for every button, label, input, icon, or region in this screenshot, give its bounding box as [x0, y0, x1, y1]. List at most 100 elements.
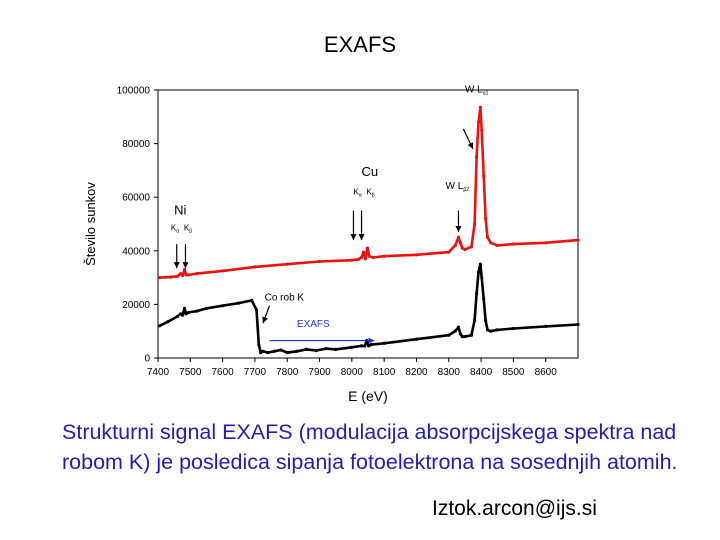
series-2-point — [382, 341, 386, 345]
series-1-point — [544, 241, 548, 245]
x-tick-label: 7800 — [276, 367, 299, 378]
x-tick-label: 8300 — [438, 367, 461, 378]
series-2-point — [166, 320, 170, 324]
annotation-arrow — [262, 305, 271, 324]
series-2-point — [469, 333, 473, 337]
series-2-point — [484, 318, 488, 323]
series-2-point — [482, 297, 486, 301]
series-1-point — [181, 273, 185, 278]
series-2-point — [305, 347, 309, 351]
series-2-point — [221, 304, 225, 308]
series-2-point — [266, 351, 270, 355]
x-tick-label: 8400 — [470, 367, 493, 378]
series-1-point — [453, 243, 457, 247]
series-2-point — [279, 348, 283, 352]
series-1-point — [480, 128, 484, 132]
x-tick-label: 7900 — [308, 367, 331, 378]
series-2-point — [363, 344, 367, 348]
series-1-point — [350, 258, 354, 262]
y-tick-label: 80000 — [122, 139, 150, 150]
series-line-2 — [159, 262, 579, 354]
series-2-point — [175, 314, 179, 319]
series-2-point — [237, 301, 241, 305]
series-2-point — [511, 326, 515, 331]
series-1-point — [367, 254, 371, 258]
series-2-point — [453, 329, 457, 333]
series-2-point — [447, 333, 451, 337]
series-1-point — [365, 246, 369, 250]
series-1-point — [469, 245, 473, 249]
series-1-point — [187, 273, 191, 277]
series-2-point — [295, 349, 299, 353]
series-1-point — [489, 241, 493, 245]
annotation-arrow — [462, 128, 474, 150]
series-1-point — [475, 155, 479, 159]
series-2-point — [324, 347, 328, 351]
series-1-point — [361, 250, 366, 254]
annotation-label: W Lβ2 — [446, 181, 470, 193]
series-2-point — [473, 318, 477, 323]
arrow-layer — [173, 128, 474, 344]
series-2-point — [485, 328, 490, 332]
series-2-point — [272, 349, 276, 353]
y-tick-label: 20000 — [122, 300, 150, 311]
annotation-arrow — [182, 244, 189, 269]
series-1-point — [317, 259, 322, 264]
series-2-point — [476, 270, 481, 274]
x-tick-label: 8500 — [502, 367, 525, 378]
series-2-point — [181, 313, 185, 317]
series-1-point — [179, 272, 183, 276]
exafs-chart: 7400 7500 7600 7700 7800 7900 8000 8100 8200 8300… — [83, 85, 580, 404]
x-tick-label: 8600 — [535, 367, 558, 378]
annotation-arrow — [173, 244, 180, 269]
series-1-point — [253, 265, 257, 269]
series-1-point — [495, 243, 499, 247]
series-layer — [158, 105, 580, 355]
series-1-point — [460, 246, 464, 250]
annotation-label: Co rob K — [265, 292, 305, 303]
series-1-point — [476, 120, 481, 124]
y-tick-label: 100000 — [117, 86, 151, 97]
series-2-point — [184, 312, 188, 316]
series-1-point — [485, 235, 490, 239]
series-1-point — [473, 222, 477, 226]
x-tick-label: 8000 — [341, 367, 364, 378]
series-2-point — [257, 343, 261, 347]
series-1-point — [182, 268, 187, 272]
series-2-point — [495, 328, 499, 332]
series-2-point — [195, 309, 199, 313]
series-2-point — [489, 329, 493, 333]
series-2-point — [576, 322, 580, 327]
x-axis-ticks: 7400 7500 7600 7700 7800 7900 8000 8100 8200 8300… — [147, 358, 557, 378]
series-1-point — [511, 242, 515, 246]
series-2-point — [158, 324, 162, 328]
series-1-point — [175, 274, 179, 278]
series-2-point — [463, 335, 467, 339]
x-tick-label: 7500 — [179, 367, 202, 378]
series-1-point — [363, 257, 367, 261]
x-tick-label: 7400 — [147, 367, 170, 378]
series-2-point — [359, 344, 364, 348]
series-1-point — [184, 273, 188, 277]
annotation-label: Cu — [362, 164, 379, 179]
y-axis-label: Število sunkov — [83, 182, 98, 266]
series-2-point — [456, 325, 461, 329]
series-1-point — [576, 238, 580, 242]
series-2-point — [369, 343, 373, 347]
annotation-label: Kα — [171, 224, 179, 235]
annotation-label: Kβ — [184, 224, 192, 235]
series-2-point — [350, 345, 354, 349]
series-1-point — [221, 269, 225, 273]
annotation-arrow — [350, 210, 357, 241]
series-2-point — [204, 306, 209, 310]
annotation-label: Ni — [174, 203, 186, 218]
annotation-label: W Lα1 — [465, 85, 489, 97]
series-1-point — [195, 272, 199, 276]
annotation-arrow — [358, 210, 365, 241]
annotation-label: EXAFS — [297, 319, 330, 330]
slide-caption: Strukturni signal EXAFS (modulacija abso… — [62, 420, 678, 474]
y-tick-label: 60000 — [122, 193, 150, 204]
series-2-point — [314, 348, 318, 353]
series-2-point — [478, 262, 482, 266]
